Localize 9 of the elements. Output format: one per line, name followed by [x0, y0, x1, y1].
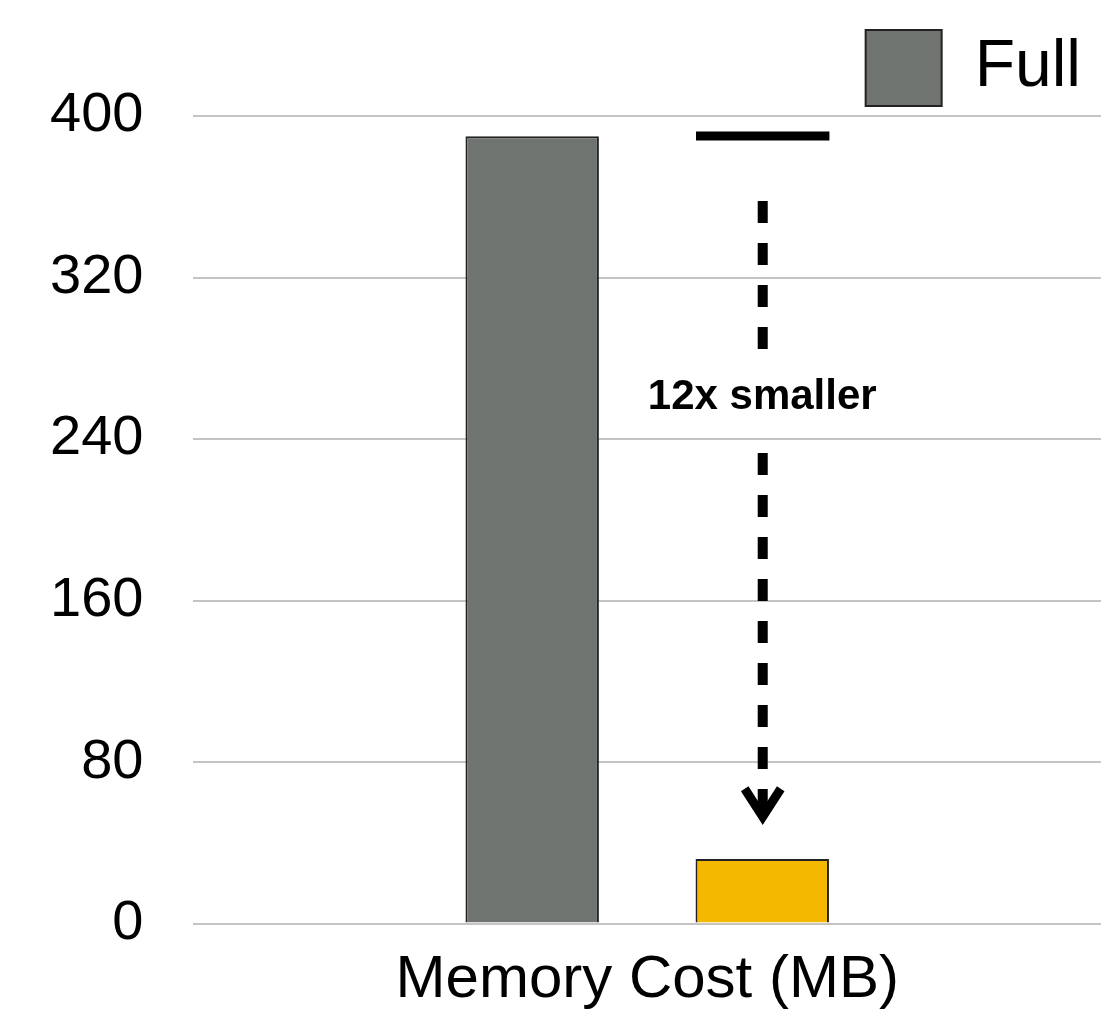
annotation: 12x smaller: [617, 353, 908, 438]
y-tick-label: 320: [50, 241, 144, 305]
y-tick-label: 80: [81, 726, 144, 790]
y-tick-label: 240: [50, 403, 144, 467]
y-tick-label: 400: [50, 80, 144, 144]
x-axis-title: Memory Cost (MB): [395, 942, 899, 1010]
legend-label: Full: [974, 26, 1082, 101]
y-tick-label: 0: [112, 888, 144, 952]
y-tick-label: 160: [50, 565, 144, 628]
